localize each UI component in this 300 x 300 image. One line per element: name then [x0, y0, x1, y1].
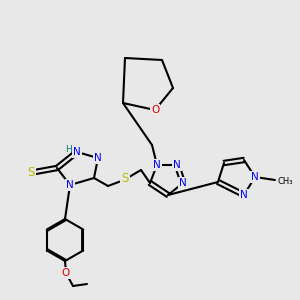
Text: H: H [64, 146, 71, 154]
Text: N: N [240, 190, 248, 200]
Text: O: O [62, 268, 70, 278]
Text: N: N [173, 160, 181, 170]
Text: S: S [27, 166, 35, 178]
Text: N: N [251, 172, 259, 182]
Text: CH₃: CH₃ [278, 176, 293, 185]
Text: N: N [66, 180, 74, 190]
Text: N: N [153, 160, 161, 170]
Text: N: N [179, 178, 187, 188]
Text: O: O [151, 105, 159, 115]
Text: S: S [121, 172, 129, 184]
Text: N: N [73, 147, 81, 157]
Text: N: N [94, 153, 102, 163]
